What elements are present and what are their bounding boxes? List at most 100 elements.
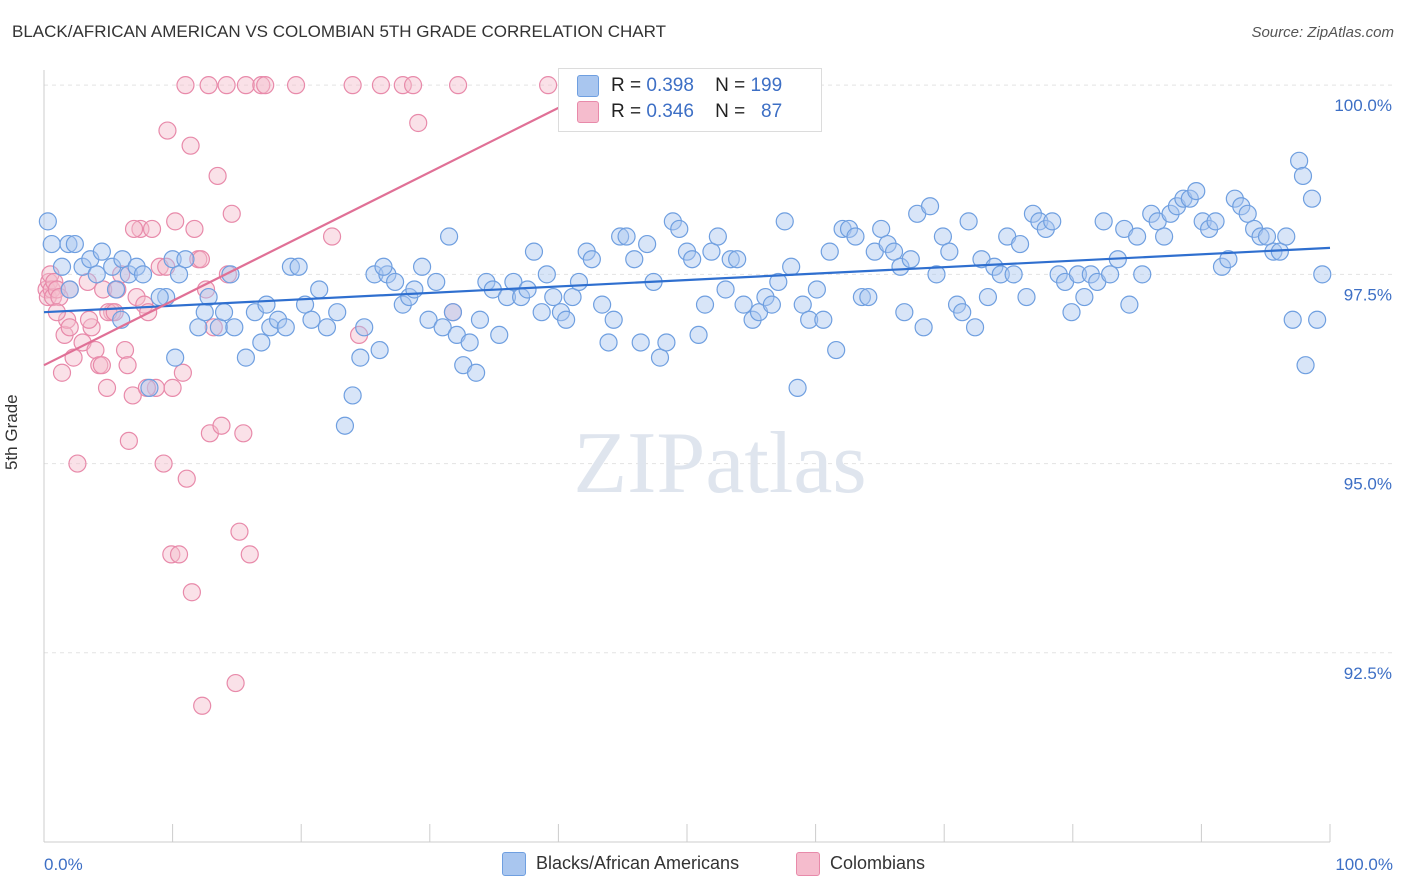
- blacks-point: [1036, 219, 1055, 239]
- blacks-point: [1133, 265, 1152, 284]
- blacks-point: [695, 295, 715, 314]
- blacks-point: [884, 242, 904, 261]
- blacks-point: [518, 280, 537, 299]
- blacks-point: [393, 295, 412, 314]
- blacks-trend-line: [43, 246, 1331, 314]
- blacks-point: [1219, 250, 1238, 269]
- bottom-legend-colombians: Colombians: [796, 852, 925, 876]
- blacks-point: [611, 227, 630, 246]
- blacks-point: [625, 250, 644, 269]
- colombians-point: [119, 431, 138, 450]
- blacks-point: [103, 257, 122, 276]
- blacks-point: [1120, 295, 1139, 314]
- blacks-point: [663, 212, 682, 231]
- blacks-point: [604, 310, 623, 329]
- blacks-point: [953, 303, 972, 322]
- blacks-point: [335, 416, 355, 435]
- y-tick-label: 95.0%: [1344, 475, 1392, 494]
- blacks-point: [419, 310, 438, 329]
- blacks-point: [42, 234, 61, 254]
- y-tick-label: 92.5%: [1344, 664, 1392, 683]
- blacks-point: [1100, 265, 1120, 284]
- blacks-point: [599, 333, 618, 352]
- colombians-point: [115, 340, 135, 360]
- legend-swatch-blacks: [577, 75, 599, 97]
- colombians-point: [182, 583, 201, 602]
- blacks-point: [169, 265, 189, 284]
- blacks-point: [163, 250, 182, 269]
- blacks-point: [1187, 181, 1206, 201]
- colombians-point: [52, 363, 72, 382]
- colombians-point: [124, 219, 144, 239]
- blacks-point: [92, 242, 111, 261]
- blacks-point: [670, 219, 689, 239]
- blacks-point: [762, 295, 781, 314]
- watermark: ZIPatlas: [573, 415, 866, 512]
- blacks-point: [800, 310, 819, 329]
- blacks-point: [119, 265, 138, 284]
- colombians-point: [403, 76, 423, 95]
- blacks-point: [1283, 310, 1302, 329]
- blacks-point: [793, 295, 812, 314]
- blacks-point: [268, 310, 288, 329]
- blacks-point: [895, 303, 914, 322]
- colombians-point: [393, 76, 412, 95]
- blacks-point: [1206, 212, 1225, 231]
- blacks-point: [1232, 197, 1251, 216]
- blacks-point: [978, 287, 998, 307]
- blacks-point: [1193, 212, 1212, 231]
- blacks-point: [927, 265, 946, 284]
- blacks-point: [189, 318, 208, 337]
- colombians-point: [256, 76, 275, 95]
- colombians-point: [97, 378, 117, 397]
- blacks-point: [52, 257, 72, 276]
- blacks-point: [716, 280, 735, 299]
- blacks-point: [593, 295, 612, 314]
- blacks-point: [113, 250, 132, 269]
- blacks-point: [657, 333, 676, 352]
- colombians-point: [181, 136, 200, 155]
- legend-row-colombians: R = 0.346 N = 87: [577, 101, 782, 127]
- colombians-point: [50, 287, 69, 307]
- axes: [43, 70, 1331, 843]
- colombians-point: [539, 76, 558, 95]
- blacks-point: [582, 250, 601, 269]
- y-tick-label: 100.0%: [1334, 96, 1392, 115]
- blacks-point: [532, 303, 551, 322]
- blacks-point: [920, 197, 940, 216]
- blacks-point: [257, 295, 276, 314]
- blacks-point: [87, 265, 106, 284]
- blacks-point: [721, 250, 740, 269]
- colombians-point: [158, 121, 177, 140]
- legend-r-value: 0.346: [646, 101, 694, 123]
- blacks-point: [225, 318, 244, 337]
- blacks-point: [281, 257, 301, 276]
- correlation-legend: R = 0.398 N = 199 R = 0.346 N = 87: [558, 68, 822, 132]
- blacks-point: [537, 265, 556, 284]
- blacks-point: [1302, 189, 1322, 208]
- colombians-point: [208, 166, 227, 186]
- bottom-legend-swatch-blacks: [502, 852, 526, 876]
- blacks-point: [460, 333, 479, 352]
- colombians-point: [236, 76, 256, 95]
- colombians-point: [212, 416, 231, 435]
- colombians-point: [234, 424, 253, 443]
- blacks-point: [814, 310, 833, 329]
- blacks-point: [965, 318, 985, 337]
- blacks-point: [743, 310, 762, 329]
- blacks-point: [59, 234, 78, 254]
- blacks-point: [490, 325, 509, 345]
- blacks-point: [127, 257, 146, 276]
- blacks-point: [261, 318, 280, 337]
- blacks-point: [734, 295, 753, 314]
- blacks-point: [524, 242, 544, 261]
- blacks-point: [631, 333, 650, 352]
- colombians-point: [322, 227, 342, 246]
- legend-r-label: R =: [611, 75, 642, 97]
- blacks-point: [439, 227, 459, 246]
- blacks-point: [166, 348, 185, 367]
- blacks-point: [1142, 204, 1161, 223]
- blacks-point: [1313, 265, 1332, 284]
- blacks-point: [1030, 212, 1049, 231]
- blacks-point: [236, 348, 256, 367]
